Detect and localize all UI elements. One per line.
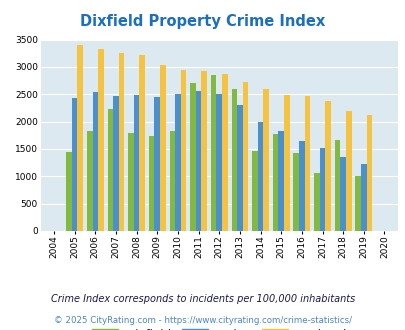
Bar — [313, 173, 319, 231]
Bar — [201, 71, 207, 231]
Bar — [360, 164, 366, 231]
Bar — [242, 82, 247, 231]
Bar — [92, 92, 98, 231]
Bar — [345, 111, 351, 231]
Bar — [113, 96, 119, 231]
Bar — [257, 122, 263, 231]
Bar — [98, 49, 103, 231]
Bar — [66, 152, 72, 231]
Bar — [319, 148, 324, 231]
Bar — [272, 134, 278, 231]
Bar — [195, 91, 201, 231]
Legend: Dixfield, Maine, National: Dixfield, Maine, National — [92, 329, 346, 330]
Bar — [366, 115, 371, 231]
Bar — [263, 89, 268, 231]
Bar — [304, 96, 309, 231]
Text: Crime Index corresponds to incidents per 100,000 inhabitants: Crime Index corresponds to incidents per… — [51, 294, 354, 304]
Bar — [252, 151, 257, 231]
Text: Dixfield Property Crime Index: Dixfield Property Crime Index — [80, 14, 325, 29]
Bar — [210, 75, 216, 231]
Text: © 2025 CityRating.com - https://www.cityrating.com/crime-statistics/: © 2025 CityRating.com - https://www.city… — [54, 315, 351, 325]
Bar — [175, 94, 180, 231]
Bar — [139, 55, 145, 231]
Bar — [149, 136, 154, 231]
Bar — [354, 176, 360, 231]
Bar — [278, 131, 283, 231]
Bar — [160, 65, 165, 231]
Bar — [128, 133, 134, 231]
Bar — [334, 140, 339, 231]
Bar — [107, 109, 113, 231]
Bar — [298, 141, 304, 231]
Bar — [169, 131, 175, 231]
Bar — [216, 94, 222, 231]
Bar — [134, 95, 139, 231]
Bar — [231, 89, 237, 231]
Bar — [154, 97, 160, 231]
Bar — [72, 98, 77, 231]
Bar — [339, 157, 345, 231]
Bar — [77, 45, 83, 231]
Bar — [222, 74, 227, 231]
Bar — [180, 70, 186, 231]
Bar — [283, 95, 289, 231]
Bar — [324, 101, 330, 231]
Bar — [87, 131, 92, 231]
Bar — [293, 153, 298, 231]
Bar — [119, 53, 124, 231]
Bar — [237, 105, 242, 231]
Bar — [190, 83, 195, 231]
